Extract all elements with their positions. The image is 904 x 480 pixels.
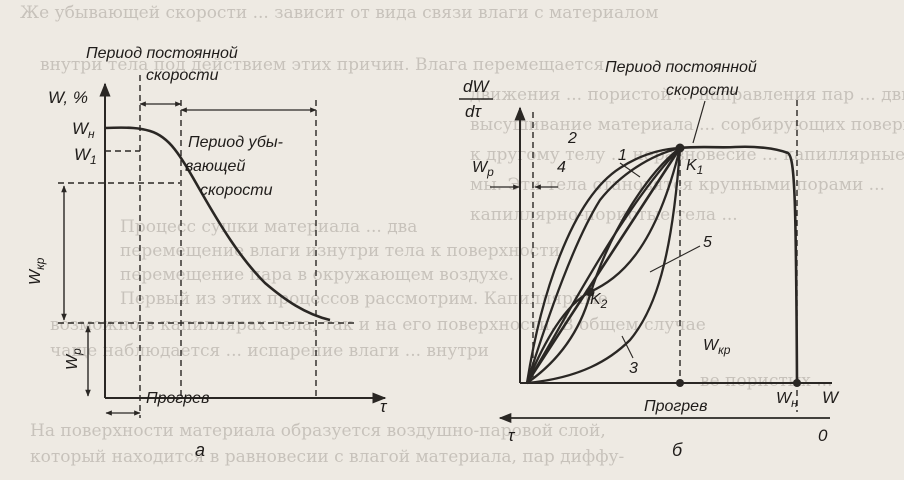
- left-period-falling-line2: вающей: [185, 158, 245, 175]
- left-period-constant-line1: Период постоянной: [86, 45, 238, 62]
- left-period-falling-line3: скорости: [200, 182, 273, 199]
- point-k2: [585, 287, 595, 297]
- ghost-line-8: перемещение влаги изнутри тела к поверхн…: [120, 241, 560, 261]
- curve-label-1: 1: [618, 147, 627, 164]
- ghost-line-4: к другому телу ... неравновесие ... капи…: [470, 145, 904, 165]
- curve-label-5: 5: [703, 234, 712, 251]
- ghost-line-7: Процесс сушки материала ... два: [120, 217, 417, 237]
- ghost-line-3: высушивание материала ... сорбирующих по…: [470, 115, 904, 135]
- point-wn: [793, 379, 801, 387]
- right-wn-label: Wн: [776, 390, 798, 410]
- curve-label-4: 4: [557, 159, 566, 176]
- point-k2-label: K2: [590, 291, 608, 311]
- right-y-label-bottom: dτ: [465, 102, 482, 121]
- right-y-label-top: dW: [463, 77, 490, 96]
- left-w-initial-label: Wн: [72, 119, 95, 141]
- background-bleed-text: Же убывающей скорости ... зависит от вид…: [20, 3, 904, 467]
- curve-3-leader: [621, 335, 634, 359]
- right-curve-1: [525, 145, 799, 384]
- ghost-line-10: Первый из этих процессов рассмотрим. Кап…: [120, 289, 608, 309]
- ghost-line-15: который находится в равновесии с влагой …: [30, 447, 624, 467]
- left-period-constant-line2: скорости: [146, 67, 219, 84]
- right-curve-2: [525, 146, 683, 384]
- left-wcr-label: Wкр: [27, 257, 47, 285]
- left-w1-label: W1: [74, 145, 97, 167]
- ghost-line-12: чаще наблюдается ... испарение влаги ...…: [50, 341, 489, 361]
- right-x-axis-label: W: [822, 388, 840, 407]
- left-moisture-curve: [104, 126, 331, 322]
- point-k1: [675, 143, 685, 153]
- left-warmup-label: Прогрев: [146, 390, 209, 407]
- left-x-axis-label: τ: [380, 397, 388, 416]
- curve-label-3: 3: [629, 360, 638, 377]
- ghost-line-2: движения ... пористой ... направления па…: [470, 85, 904, 105]
- right-tau-label: τ: [508, 426, 516, 445]
- right-curve-4: [525, 146, 681, 384]
- right-warmup-label: Прогрев: [644, 398, 707, 415]
- right-wcr-label: Wкр: [703, 337, 731, 357]
- right-zero-label: 0: [818, 426, 828, 445]
- point-wcr: [676, 379, 684, 387]
- ghost-line-14: На поверхности материала образуется возд…: [30, 421, 606, 441]
- point-k1-label: K1: [686, 157, 703, 177]
- left-y-axis-label: W, %: [48, 88, 88, 107]
- curve-5-leader: [649, 245, 701, 273]
- curve-1-leader: [619, 162, 641, 178]
- left-period-falling-line1: Период убы-: [188, 134, 283, 151]
- ghost-line-1: внутри тела под действием этих причин. В…: [40, 55, 604, 75]
- right-curve-3-fall: [526, 147, 682, 385]
- left-wp-label: Wр: [64, 348, 84, 370]
- left-panel-letter: а: [195, 440, 205, 460]
- curve-label-2: 2: [567, 130, 577, 147]
- right-curve-3: [526, 147, 681, 384]
- right-period-constant-line2: скорости: [666, 82, 739, 99]
- right-period-leader: [692, 100, 706, 144]
- right-wp-label: Wр: [472, 159, 494, 179]
- ghost-line-13: ве пористых ...: [700, 371, 832, 391]
- ghost-line-6: капиллярно-пористые тела ...: [470, 205, 738, 225]
- ghost-line-9: перемещение пара в окружающем воздухе.: [120, 265, 514, 285]
- right-panel-letter: б: [672, 440, 683, 460]
- left-graph: W, % τ Wн W1 Wкр Wр Период постоянной ск…: [27, 45, 388, 460]
- ghost-line-11: возможно в капиллярах тела, так и на его…: [50, 315, 706, 335]
- right-period-constant-line1: Период постоянной: [605, 59, 757, 76]
- right-graph: W dW dτ Период постоянной скорости Wр: [459, 59, 840, 460]
- ghost-line-0: Же убывающей скорости ... зависит от вид…: [20, 3, 658, 23]
